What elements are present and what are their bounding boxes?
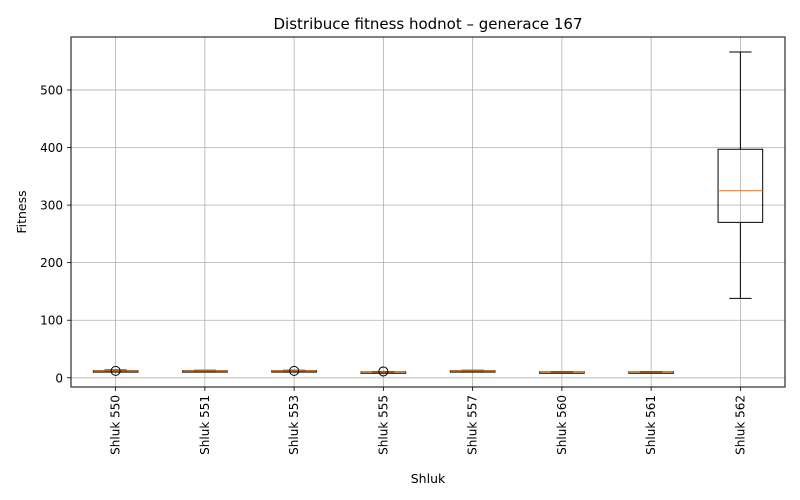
box-shluk-561 [628,370,674,374]
y-tick-label: 0 [55,371,63,385]
y-tick-label: 100 [40,314,63,328]
outlier-point [289,365,300,376]
boxes-group [92,51,764,377]
y-tick-label: 200 [40,256,63,270]
x-tick-label: Shluk 555 [376,395,390,455]
box-shluk-555 [360,366,407,377]
plot-frame [70,36,786,388]
x-tick-label: Shluk 560 [555,395,569,455]
x-tick-label: Shluk 550 [109,395,123,455]
iqr-box [717,148,764,223]
box-shluk-550 [92,365,139,376]
x-tick-label: Shluk 562 [733,395,747,455]
x-axis-label: Shluk [411,471,446,486]
box-shluk-553 [271,365,317,376]
x-tick-label: Shluk 557 [466,395,480,455]
outlier-point [378,366,389,377]
y-ticks: 0 100 200 300 400 500 [40,83,71,385]
box-shluk-551 [182,369,228,373]
y-axis-label: Fitness [14,190,29,233]
outlier-point [110,365,121,376]
y-tick-label: 500 [40,83,63,97]
x-tick-label: Shluk 551 [198,395,212,455]
x-ticks: Shluk 550 Shluk 551 Shluk 553 Shluk 555 Shlu… [109,387,747,455]
x-tick-label: Shluk 561 [644,395,658,455]
box-shluk-562 [717,51,764,299]
chart-title: Distribuce fitness hodnot – generace 167 [273,15,582,33]
box-shluk-557 [449,369,496,373]
box-shluk-560 [539,370,585,374]
x-tick-label: Shluk 553 [287,395,301,455]
y-tick-label: 400 [40,141,63,155]
grid-lines [71,37,785,387]
y-tick-label: 300 [40,199,63,213]
